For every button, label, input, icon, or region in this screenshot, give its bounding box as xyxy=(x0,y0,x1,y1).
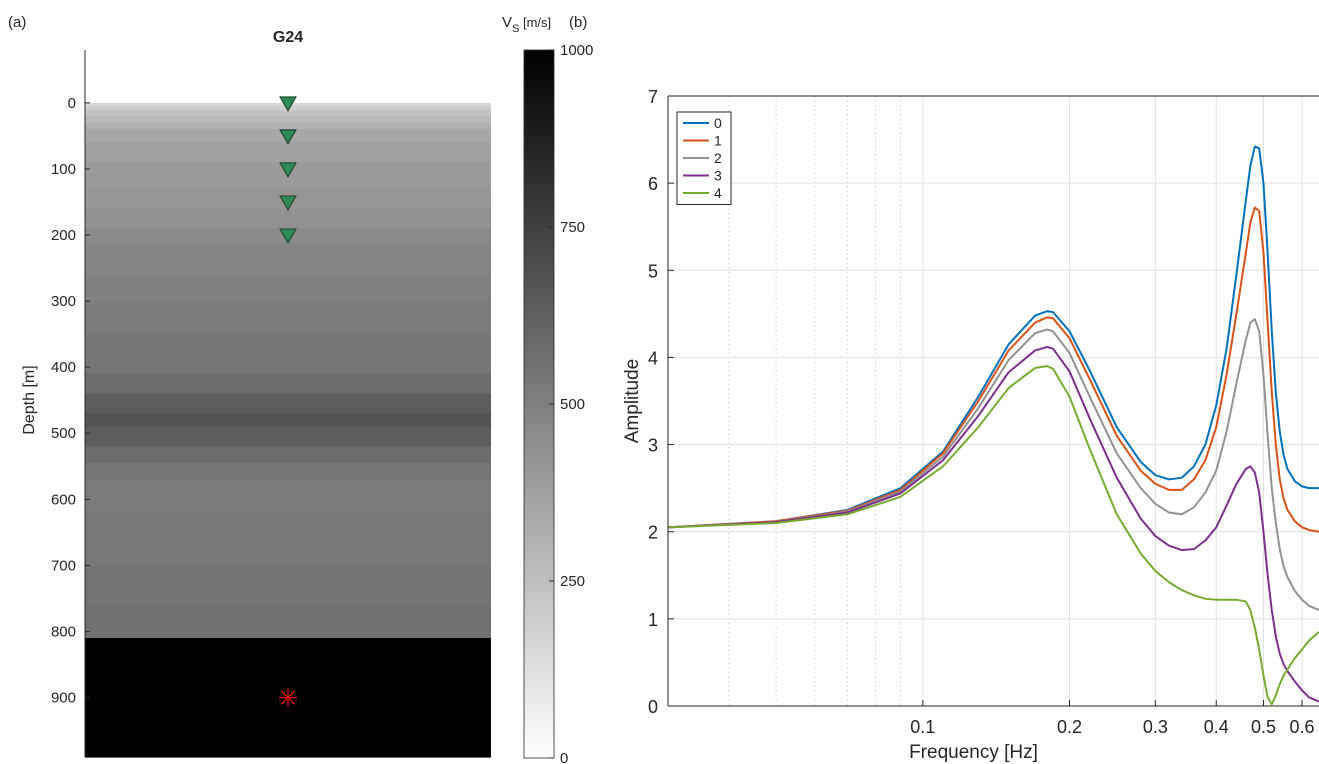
series-line-3 xyxy=(667,345,1319,703)
velocity-layer xyxy=(85,446,491,464)
velocity-colorbar: 0 250 500 750 1000 VS [m/s] xyxy=(502,14,593,764)
legend-label: 0 xyxy=(714,115,722,131)
y-axis-label: Amplitude xyxy=(622,359,643,444)
amplitude-series xyxy=(667,145,1319,706)
depth-tick-label: 200 xyxy=(51,227,76,244)
velocity-layer xyxy=(85,462,491,481)
depth-tick-label: 700 xyxy=(51,557,76,574)
velocity-layer xyxy=(85,426,491,448)
colorbar-tick-label: 750 xyxy=(560,219,585,236)
y-tick-label: 4 xyxy=(648,348,658,368)
receiver-marker xyxy=(279,96,297,112)
depth-tick-label: 900 xyxy=(51,690,76,707)
y-tick-label: 5 xyxy=(648,261,658,281)
y-tick-label: 1 xyxy=(648,610,658,630)
series-line-4 xyxy=(667,365,1319,706)
depth-tick-label: 100 xyxy=(51,161,76,178)
velocity-layer xyxy=(85,413,491,428)
x-tick-label: 0.5 xyxy=(1251,717,1276,737)
series-line-1 xyxy=(667,206,1319,533)
station-markers xyxy=(279,96,297,707)
legend-label: 2 xyxy=(714,150,722,166)
panel-a-label: (a) xyxy=(8,14,26,31)
depth-tick-label: 0 xyxy=(68,95,76,112)
panel-a-velocity-profile: (a) G24 0 100 200 300 400 500 600 700 800 900 Dep… xyxy=(8,14,491,758)
receiver-marker xyxy=(279,129,297,145)
depth-tick-label: 400 xyxy=(51,359,76,376)
panel-b-label: (b) xyxy=(569,14,587,31)
y-tick-label: 2 xyxy=(648,523,658,543)
x-axis-label: Frequency [Hz] xyxy=(909,742,1038,763)
colorbar-tick-label: 250 xyxy=(560,573,585,590)
colorbar-tick-label: 1000 xyxy=(560,42,593,59)
velocity-layer xyxy=(85,605,491,639)
x-tick-label: 0.6 xyxy=(1290,717,1315,737)
velocity-layer xyxy=(85,334,491,375)
colorbar-tick-label: 500 xyxy=(560,396,585,413)
x-tick-label: 0.1 xyxy=(910,717,935,737)
velocity-layer xyxy=(85,512,491,566)
velocity-layer xyxy=(85,274,491,302)
velocity-layer xyxy=(85,244,491,276)
velocity-layer xyxy=(85,479,491,514)
x-tick-label: 0.2 xyxy=(1057,717,1082,737)
velocity-layer xyxy=(85,116,491,124)
depth-tick-label: 600 xyxy=(51,491,76,508)
receiver-marker xyxy=(279,228,297,245)
y-tick-label: 7 xyxy=(648,87,658,107)
velocity-layer xyxy=(85,301,491,335)
velocity-layer xyxy=(85,142,491,163)
source-marker-stroke xyxy=(281,690,295,705)
depth-tick-label: 500 xyxy=(51,425,76,442)
y-tick-label: 6 xyxy=(648,174,658,194)
legend: 0 12 34 xyxy=(676,111,732,205)
legend-label: 4 xyxy=(714,185,722,201)
depth-axis-label: Depth [m] xyxy=(21,365,38,434)
colorbar-label: VS [m/s] xyxy=(502,14,551,35)
receiver-marker xyxy=(279,195,297,211)
colorbar-ticks: 0 250 500 750 1000 xyxy=(549,42,593,764)
series-line-2 xyxy=(667,318,1319,612)
colorbar-tick-label: 0 xyxy=(560,750,568,764)
legend-label: 1 xyxy=(714,133,722,149)
velocity-layer xyxy=(85,208,491,230)
velocity-layer xyxy=(85,110,491,117)
depth-axis: 0 100 200 300 400 500 600 700 800 900 xyxy=(51,50,90,757)
legend-label: 3 xyxy=(714,168,722,184)
depth-tick-label: 800 xyxy=(51,623,76,640)
velocity-layer xyxy=(85,373,491,395)
panel-a-title: G24 xyxy=(273,29,303,46)
y-tick-label: 0 xyxy=(648,697,658,717)
x-tick-label: 0.4 xyxy=(1204,717,1229,737)
receiver-marker xyxy=(279,162,297,178)
x-tick-label: 0.3 xyxy=(1143,717,1168,737)
depth-tick-label: 300 xyxy=(51,293,76,310)
series-line-0 xyxy=(667,145,1319,529)
velocity-layer xyxy=(85,393,491,415)
velocity-layer xyxy=(85,122,491,130)
source-marker xyxy=(279,688,297,707)
velocity-layer xyxy=(85,565,491,606)
velocity-layers xyxy=(85,102,491,758)
y-tick-label: 3 xyxy=(648,436,658,456)
